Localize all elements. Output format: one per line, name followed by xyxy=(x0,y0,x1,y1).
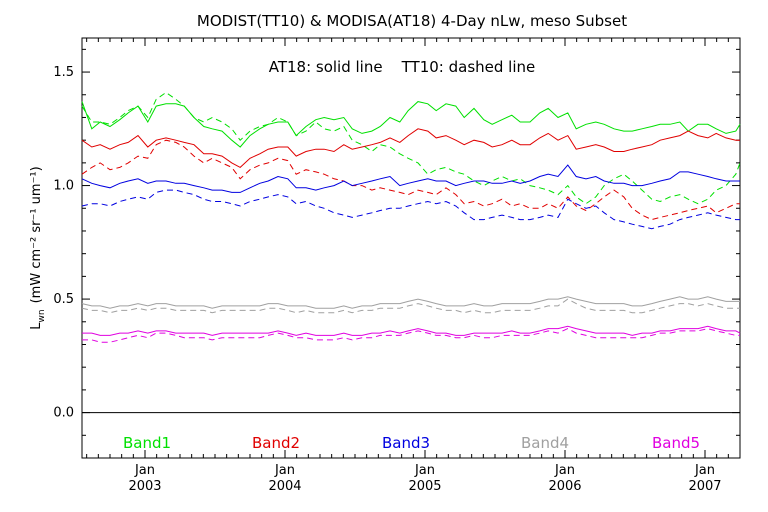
legend-item-band5: Band5 xyxy=(652,434,700,452)
series-group xyxy=(81,91,741,343)
legend-item-band1: Band1 xyxy=(123,434,171,452)
band2-solid-line xyxy=(81,128,740,169)
band2-dashed-line xyxy=(81,139,740,221)
x-tick-month-label: Jan xyxy=(134,463,155,478)
x-tick-year-label: 2007 xyxy=(688,479,721,494)
plot-frame xyxy=(81,37,741,459)
legend: Band1 Band2 Band3 Band4 Band5 xyxy=(123,434,700,452)
y-tick-label: 1.5 xyxy=(53,65,74,80)
band3-solid-line xyxy=(81,164,740,193)
y-tick-label: 1.0 xyxy=(53,179,74,194)
y-axis-label-main: L xyxy=(29,322,44,330)
axis-ticks: 0.00.51.01.5Jan2003Jan2004Jan2005Jan2006… xyxy=(53,38,741,494)
y-tick-label: 0.5 xyxy=(53,292,74,307)
x-tick-year-label: 2004 xyxy=(268,479,301,494)
svg-text:Lwn(mW cm⁻² sr⁻¹ um⁻¹): Lwn (mW cm⁻² sr⁻¹ um⁻¹) xyxy=(29,166,47,329)
band5-dashed-line xyxy=(82,328,740,343)
legend-item-band2: Band2 xyxy=(252,434,300,452)
band1-dashed-line xyxy=(81,91,741,205)
y-tick-label: 0.0 xyxy=(53,406,74,421)
band3-dashed-line xyxy=(81,189,740,230)
x-tick-month-label: Jan xyxy=(554,463,575,478)
x-tick-year-label: 2006 xyxy=(548,479,581,494)
x-tick-month-label: Jan xyxy=(414,463,435,478)
x-tick-year-label: 2005 xyxy=(408,479,441,494)
x-tick-year-label: 2003 xyxy=(128,479,161,494)
y-axis-label-units: (mW cm⁻² sr⁻¹ um⁻¹) xyxy=(29,166,44,303)
y-axis-label-subscript: wn xyxy=(37,309,47,322)
line-style-annotation: AT18: solid line TT10: dashed line xyxy=(269,58,536,76)
x-tick-month-label: Jan xyxy=(694,463,715,478)
x-tick-month-label: Jan xyxy=(274,463,295,478)
band4-solid-line xyxy=(81,296,740,309)
y-axis-label: Lwn (mW cm⁻² sr⁻¹ um⁻¹) xyxy=(29,166,47,329)
band4-dashed-line xyxy=(81,298,740,314)
band5-solid-line xyxy=(82,325,741,336)
legend-item-band3: Band3 xyxy=(382,434,430,452)
chart-title: MODIST(TT10) & MODISA(AT18) 4-Day nLw, m… xyxy=(197,12,627,30)
legend-item-band4: Band4 xyxy=(521,434,569,452)
